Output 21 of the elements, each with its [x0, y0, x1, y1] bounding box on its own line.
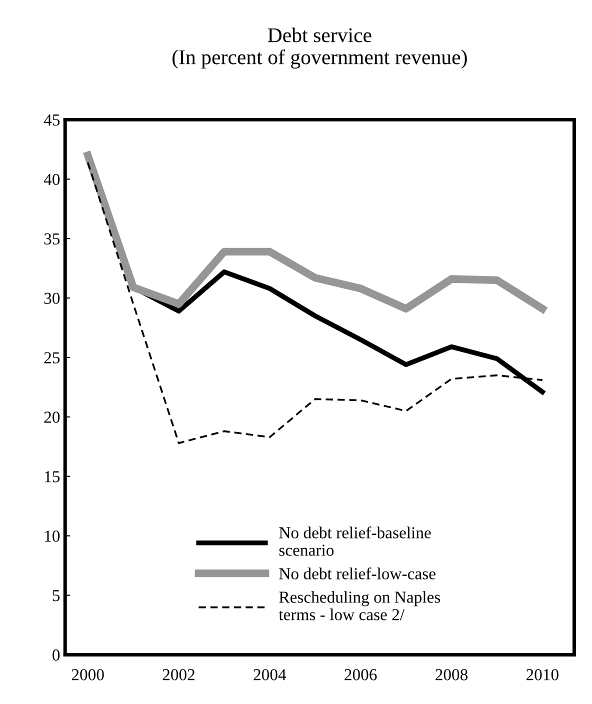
line-series: [86, 162, 544, 444]
y-tick-label: 35: [44, 233, 60, 245]
chart-title: Debt service (In percent of government revenue): [172, 28, 467, 69]
x-tick-label: 2002: [162, 669, 195, 680]
x-tick-label: 2006: [344, 669, 377, 680]
y-tick-label: 0: [52, 649, 60, 661]
y-tick-label: 30: [44, 292, 60, 304]
y-tick-label: 40: [44, 174, 60, 186]
x-tick-label: 2008: [436, 669, 468, 680]
y-tick-label: 5: [52, 590, 60, 602]
y-tick-label: 25: [44, 352, 60, 364]
legend-label: Rescheduling on Naples terms - low case 2/: [278, 591, 440, 620]
x-tick-label: 2000: [72, 669, 104, 680]
x-tick-label: 2010: [526, 669, 558, 680]
x-tick-label: 2004: [254, 669, 286, 680]
legend-label: No debt relief-low-case: [279, 567, 436, 580]
y-tick-label: 10: [45, 530, 60, 542]
y-tick-label: 15: [45, 471, 60, 482]
y-tick-label: 20: [44, 412, 60, 423]
legend-label: No debt relief-baseline scenario: [279, 526, 431, 556]
y-tick-label: 45: [44, 114, 60, 126]
